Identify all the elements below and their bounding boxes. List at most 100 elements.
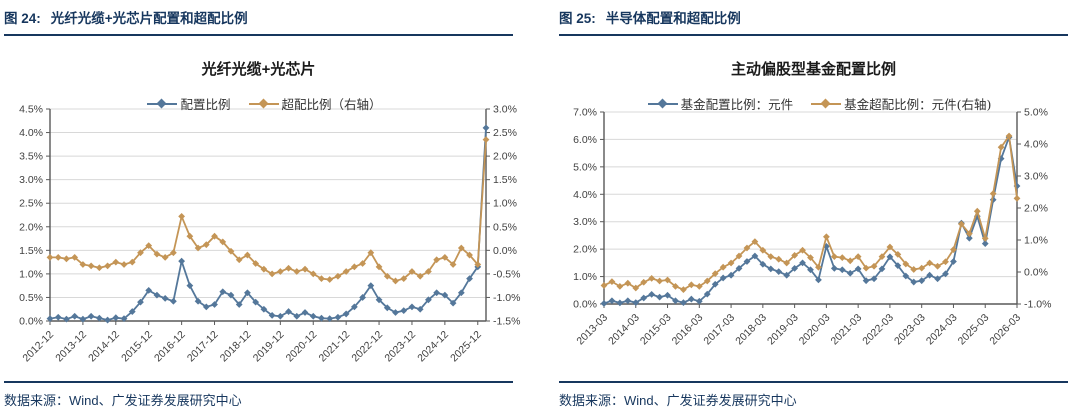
svg-text:2013-03: 2013-03: [574, 312, 610, 348]
chart-legend: 配置比例 超配比例（右轴）: [44, 94, 485, 113]
svg-text:4.0%: 4.0%: [1024, 139, 1048, 151]
legend-label: 配置比例: [180, 98, 231, 112]
svg-text:1.0%: 1.0%: [1024, 235, 1048, 247]
svg-text:2025-03: 2025-03: [956, 312, 992, 348]
svg-text:2.0%: 2.0%: [493, 151, 517, 163]
svg-text:2021-12: 2021-12: [317, 329, 353, 365]
svg-text:2016-03: 2016-03: [670, 312, 706, 348]
svg-text:3.0%: 3.0%: [1024, 171, 1048, 183]
figure-24-panel: 图 24: 光纤光缆+光芯片配置和超配比例 光纤光缆+光芯片 0.0% 0.5% 1.…: [4, 4, 520, 413]
svg-text:1.0%: 1.0%: [19, 268, 43, 280]
svg-text:2020-03: 2020-03: [797, 312, 833, 348]
legend-label: 超配比例（右轴）: [281, 98, 382, 112]
svg-text:2.0%: 2.0%: [573, 244, 597, 256]
svg-text:3.5%: 3.5%: [19, 151, 43, 163]
left-axis: 0.0% 1.0% 2.0% 3.0% 4.0% 5.0% 6.0% 7.0%: [573, 107, 604, 311]
legend-label: 基金超配比例：元件(右轴): [844, 97, 992, 112]
svg-text:2017-12: 2017-12: [185, 329, 221, 365]
data-source-note: 数据来源：Wind、广发证券发展研究中心: [4, 381, 513, 409]
chart-title: 光纤光缆+光芯片: [201, 61, 316, 78]
svg-text:2014-12: 2014-12: [86, 329, 122, 365]
series-markers-1: [46, 136, 490, 285]
svg-text:5.0%: 5.0%: [1024, 107, 1048, 119]
svg-text:2014-03: 2014-03: [606, 312, 642, 348]
svg-text:2018-03: 2018-03: [733, 312, 769, 348]
svg-text:-1.5%: -1.5%: [493, 316, 520, 328]
svg-text:3.0%: 3.0%: [493, 104, 517, 116]
figure-caption-label: 图 25:: [559, 11, 596, 26]
legend-item: 超配比例（右轴）: [248, 94, 382, 113]
series-line-0: [49, 127, 487, 321]
svg-text:2020-12: 2020-12: [284, 329, 320, 365]
svg-text:2016-12: 2016-12: [152, 329, 188, 365]
right-axis: -1.0% 0.0% 1.0% 2.0% 3.0% 4.0% 5.0%: [1017, 107, 1051, 311]
legend-label: 基金配置比例：元件: [680, 97, 794, 112]
svg-text:0.0%: 0.0%: [1024, 267, 1048, 279]
x-axis: 2012-122013-122014-122015-122016-122017-…: [20, 321, 484, 364]
svg-text:2019-03: 2019-03: [765, 312, 801, 348]
svg-text:2023-12: 2023-12: [382, 329, 418, 365]
svg-text:2021-03: 2021-03: [829, 312, 865, 348]
series-markers-0: [46, 124, 490, 324]
chart-legend: 基金配置比例：元件 基金超配比例：元件(右轴): [599, 94, 1040, 113]
gridlines: [50, 108, 486, 298]
svg-text:2013-12: 2013-12: [53, 329, 89, 365]
svg-text:0.0%: 0.0%: [19, 316, 43, 328]
figure-caption: 图 24: 光纤光缆+光芯片配置和超配比例: [4, 4, 513, 36]
legend-item: 配置比例: [147, 94, 231, 113]
svg-text:1.0%: 1.0%: [493, 198, 517, 210]
svg-text:1.5%: 1.5%: [493, 174, 517, 186]
svg-text:7.0%: 7.0%: [573, 107, 597, 119]
x-axis: 2013-032014-032015-032016-032017-032018-…: [574, 304, 1023, 347]
svg-text:0.5%: 0.5%: [19, 292, 43, 304]
figure-caption-label: 图 24:: [4, 11, 41, 26]
svg-text:2.5%: 2.5%: [493, 127, 517, 139]
chart-title: 主动偏股型基金配置比例: [730, 60, 896, 78]
gridlines: [604, 111, 1017, 278]
svg-text:-1.0%: -1.0%: [493, 292, 520, 304]
legend-series-marker-icon: [147, 98, 178, 109]
svg-text:2.0%: 2.0%: [19, 221, 43, 233]
figure-caption-title: 光纤光缆+光芯片配置和超配比例: [50, 11, 248, 26]
svg-text:2017-03: 2017-03: [701, 312, 737, 348]
svg-text:2.0%: 2.0%: [1024, 203, 1048, 215]
legend-item: 基金超配比例：元件(右轴): [811, 94, 991, 113]
svg-text:-1.0%: -1.0%: [1024, 299, 1051, 311]
fiber-optics-chart-plot: 0.0% 0.5% 1.0% 1.5% 2.0% 2.5% 3.0% 3.5% 4.0% 4.5%…: [19, 104, 520, 365]
svg-text:0.0%: 0.0%: [573, 299, 597, 311]
figure-caption: 图 25: 半导体配置和超配比例: [559, 4, 1068, 36]
svg-text:3.0%: 3.0%: [19, 174, 43, 186]
legend-series-marker-icon: [647, 98, 678, 109]
svg-text:2015-03: 2015-03: [638, 312, 674, 348]
svg-text:3.0%: 3.0%: [573, 216, 597, 228]
svg-text:2026-03: 2026-03: [987, 312, 1023, 348]
figure-caption-title: 半导体配置和超配比例: [605, 11, 741, 26]
svg-text:1.5%: 1.5%: [19, 245, 43, 257]
svg-text:4.5%: 4.5%: [19, 104, 43, 116]
svg-text:1.0%: 1.0%: [573, 271, 597, 283]
figure-25-panel: 图 25: 半导体配置和超配比例 主动偏股型基金配置比例 0.0% 1.0% 2.0%…: [559, 4, 1068, 413]
svg-text:2.5%: 2.5%: [19, 198, 43, 210]
svg-text:2022-12: 2022-12: [349, 329, 385, 365]
svg-text:6.0%: 6.0%: [573, 134, 597, 146]
svg-text:-0.5%: -0.5%: [493, 268, 520, 280]
legend-item: 基金配置比例：元件: [647, 94, 794, 113]
semiconductor-chart-plot: 0.0% 1.0% 2.0% 3.0% 4.0% 5.0% 6.0% 7.0% -1.0% 0.0…: [573, 107, 1051, 348]
svg-text:2012-12: 2012-12: [20, 329, 56, 365]
data-source-note: 数据来源：Wind、广发证券发展研究中心: [559, 381, 1068, 409]
svg-text:2024-12: 2024-12: [415, 329, 451, 365]
svg-text:2019-12: 2019-12: [251, 329, 287, 365]
svg-text:0.5%: 0.5%: [493, 221, 517, 233]
right-axis: -1.5% -1.0% -0.5% 0.0% 0.5% 1.0% 1.5% 2.0% 2.5% 3…: [486, 104, 520, 328]
svg-text:2023-03: 2023-03: [892, 312, 928, 348]
svg-text:5.0%: 5.0%: [573, 161, 597, 173]
svg-text:2024-03: 2024-03: [924, 312, 960, 348]
svg-text:2022-03: 2022-03: [860, 312, 896, 348]
svg-text:0.0%: 0.0%: [493, 245, 517, 257]
legend-series-marker-icon: [248, 98, 279, 109]
svg-text:2025-12: 2025-12: [448, 329, 484, 365]
svg-text:4.0%: 4.0%: [573, 189, 597, 201]
svg-text:2018-12: 2018-12: [218, 329, 254, 365]
legend-series-marker-icon: [811, 98, 842, 109]
